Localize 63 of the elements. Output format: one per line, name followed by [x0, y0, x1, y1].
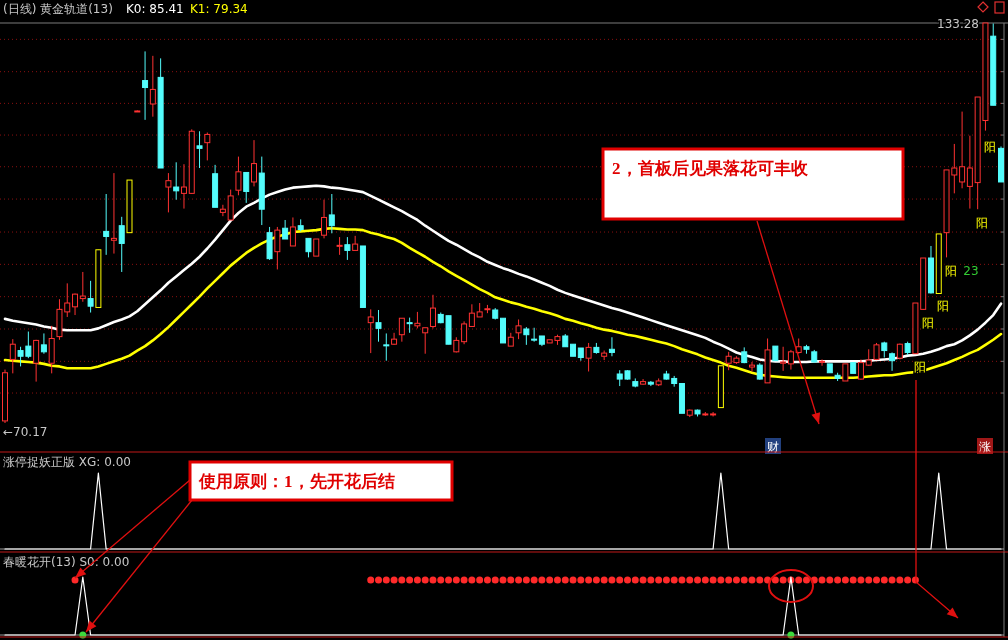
candlestick — [461, 320, 468, 345]
candlestick — [780, 346, 787, 372]
candlestick — [173, 161, 180, 201]
annotation: 23 — [963, 264, 979, 278]
candlestick — [110, 172, 117, 255]
candlestick — [857, 358, 864, 381]
candlestick — [165, 172, 172, 213]
candlestick — [274, 226, 281, 270]
candlestick — [142, 50, 149, 121]
candlestick — [79, 271, 86, 303]
candlestick — [9, 338, 16, 374]
annotation: 阳 — [945, 264, 957, 278]
candlestick — [585, 342, 592, 372]
text: ←70.17 — [3, 425, 48, 439]
candlestick — [422, 327, 429, 355]
candlestick — [344, 236, 351, 261]
candlestick — [289, 216, 296, 247]
candlestick — [196, 130, 203, 169]
candlestick — [305, 237, 312, 258]
annotation: 阳 — [984, 140, 996, 154]
candlestick — [787, 349, 794, 371]
candlestick — [282, 219, 289, 240]
annotation: 133.28 — [937, 17, 979, 31]
candlestick — [468, 303, 475, 327]
candlestick — [531, 327, 538, 343]
candlestick — [33, 339, 40, 383]
candlestick — [321, 199, 328, 239]
candlestick — [180, 163, 187, 210]
candlestick — [966, 135, 973, 210]
candlestick — [608, 336, 615, 357]
candlestick — [118, 216, 125, 273]
candlestick — [367, 308, 374, 354]
annotation: 阳 — [937, 299, 949, 313]
candlestick — [375, 309, 382, 343]
candlestick — [328, 193, 335, 234]
candlestick — [87, 280, 94, 314]
candlestick — [383, 332, 390, 362]
text: 财 — [767, 440, 779, 454]
text: K0: 85.41 — [126, 2, 184, 16]
chart-title: (日线) 黄金轨道(13) — [3, 2, 113, 16]
candlestick — [40, 332, 47, 355]
candlestick — [243, 171, 250, 204]
annotation: 阳 — [976, 216, 988, 230]
annotation: 阳 — [922, 316, 934, 330]
candlestick — [889, 351, 896, 372]
candlestick — [149, 55, 156, 118]
candlestick — [72, 293, 79, 316]
text: K1: 79.34 — [190, 2, 248, 16]
annotation: 2，首板后见果落花可丰收 — [612, 159, 809, 178]
candlestick — [204, 132, 211, 161]
annotation: 使用原则：1，先开花后结 — [198, 472, 395, 491]
candlestick — [819, 358, 826, 367]
candlestick — [749, 361, 755, 372]
candlestick — [398, 317, 405, 343]
candlestick — [103, 193, 110, 256]
candlestick — [429, 294, 436, 329]
chart-title: 涨停捉妖正版 XG: 0.00 — [3, 455, 131, 469]
text: 涨 — [979, 440, 991, 454]
candlestick — [235, 156, 242, 196]
candlestick — [515, 319, 522, 340]
candlestick — [219, 204, 226, 217]
candlestick — [959, 111, 966, 189]
candlestick — [251, 139, 257, 187]
